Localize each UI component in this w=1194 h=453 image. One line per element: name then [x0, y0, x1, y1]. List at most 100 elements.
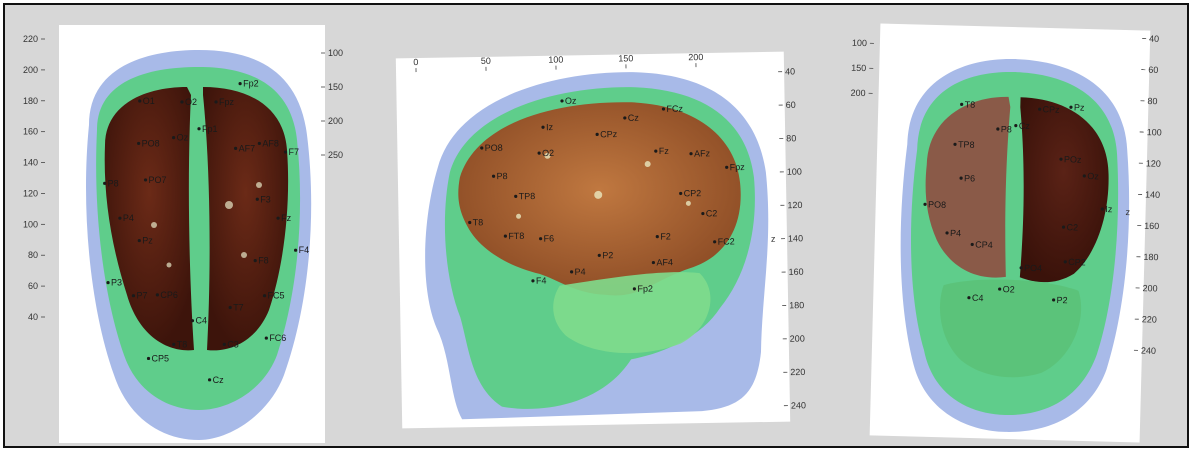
electrode-marker: [713, 240, 717, 244]
electrode-label: Fpz: [219, 97, 235, 107]
electrode-marker: [1063, 260, 1067, 264]
electrode-label: PO7: [149, 175, 167, 185]
electrode-labels: Fp1 Fpz Fp2 AF7 AF8 F7 F3 Fz F4 F8 FC5 FC6 T7 C3 Cz C4 T…: [103, 79, 309, 385]
electrode-marker: [541, 125, 545, 129]
electrode-marker: [1014, 124, 1018, 128]
electrode-marker: [1100, 207, 1104, 211]
tick-label: 120: [787, 200, 802, 210]
tick-label: 220: [790, 367, 805, 377]
electrode-label: T8: [965, 99, 976, 109]
electrode-marker: [595, 132, 599, 137]
electrode-labels: Cz CPz Pz POz Oz Iz C2 CP2 P2 PO4 O2 C4 CP4 P4 PO8 P6 TP…: [923, 99, 1113, 305]
electrode-marker: [468, 220, 472, 225]
electrode-label: F4: [536, 276, 547, 286]
head-side-view-panel: 0 50 100 150 200 40 60 80 100 120 140 160 180 200 220…: [395, 51, 806, 429]
tick-label: 180: [1143, 252, 1158, 262]
electrode-label: FT8: [508, 231, 524, 241]
electrode-marker: [632, 287, 637, 291]
electrode-marker: [996, 127, 1000, 131]
tick-label: 100: [548, 54, 563, 64]
electrode-label: P4: [575, 267, 586, 277]
electrode-label: F4: [299, 245, 310, 255]
electrode-label: P4: [123, 213, 134, 223]
head-back-view-panel: 100 150 200 40 60 80 100 120 140 160 180 200 220 240…: [850, 23, 1162, 443]
tick-label: 100: [328, 48, 343, 58]
electrode-label: CP2: [684, 188, 702, 198]
axis-label-z: z: [771, 234, 776, 244]
electrode-label: Fp2: [243, 79, 259, 89]
electrode-marker: [137, 141, 141, 146]
electrode-label: T8: [473, 217, 484, 227]
electrode-label: Iz: [546, 122, 554, 132]
tick-label: 150: [851, 63, 866, 73]
electrode-label: CPz: [1042, 104, 1060, 114]
left-axis: 100 150 200: [850, 38, 874, 98]
tick-label: 240: [791, 400, 806, 410]
electrode-label: PO4: [1024, 263, 1042, 273]
electrode-label: T8: [177, 339, 188, 349]
tick-label: 120: [1146, 158, 1161, 168]
tick-label: 140: [1145, 190, 1160, 200]
right-axis: 40 60 80 100 120 140 160 180 200 220 240: [778, 66, 806, 411]
electrode-marker: [923, 202, 927, 206]
electrode-label: C4: [972, 293, 984, 303]
electrode-label: F6: [544, 233, 555, 243]
electrode-label: O2: [185, 97, 197, 107]
tick-label: 60: [786, 100, 796, 110]
electrode-label: Fz: [281, 213, 291, 223]
tick-label: 80: [786, 133, 796, 143]
tick-label: 200: [790, 334, 805, 344]
electrode-marker: [238, 82, 242, 86]
electrode-label: O2: [1003, 284, 1015, 294]
electrode-marker: [725, 165, 729, 169]
electrode-label: FC2: [718, 236, 735, 246]
electrode-marker: [514, 194, 518, 198]
electrode-marker: [180, 100, 184, 104]
top-axis: 0 50 100 150 200: [413, 52, 703, 73]
tick-label: 160: [1144, 221, 1159, 231]
electrode-label: PO8: [928, 199, 946, 209]
electrode-marker: [654, 149, 658, 153]
electrode-label: FCz: [666, 104, 683, 114]
tick-label: 200: [688, 52, 703, 62]
electrode-label: P6: [964, 173, 975, 183]
electrode-label: Fp2: [637, 284, 653, 294]
electrode-marker: [146, 356, 151, 361]
electrode-label: P8: [1001, 124, 1012, 134]
tick-label: 80: [1147, 96, 1157, 106]
electrode-marker: [137, 238, 141, 243]
electrode-marker: [118, 216, 122, 220]
tick-label: 240: [1141, 345, 1156, 355]
tick-label: 80: [28, 250, 38, 260]
electrode-label: FC6: [269, 333, 286, 343]
brain-right-hemisphere: [203, 87, 289, 351]
tick-label: 40: [785, 66, 795, 76]
brain-right-hemisphere: [1019, 97, 1109, 283]
right-axis: 40 60 80 100 120 140 160 180 200 220 240: [1133, 34, 1162, 356]
electrode-marker: [228, 305, 232, 310]
electrode-marker: [503, 234, 507, 238]
electrode-marker: [998, 287, 1002, 291]
electrode-label: C2: [706, 208, 718, 218]
electrode-label: C3: [227, 339, 239, 349]
tick-label: 200: [1142, 283, 1157, 293]
electrode-marker: [945, 231, 949, 235]
electrode-label: PO8: [485, 143, 503, 153]
tick-label: 220: [23, 34, 38, 44]
electrode-marker: [222, 342, 226, 347]
tick-label: 160: [23, 127, 38, 137]
electrode-marker: [1069, 105, 1073, 109]
right-axis: 100 150 200 250: [321, 48, 343, 160]
electrode-label: Fp1: [202, 124, 218, 134]
electrode-label: O2: [542, 148, 554, 158]
electrode-label: CP6: [160, 290, 178, 300]
electrode-label: F8: [258, 256, 269, 266]
electrode-label: T7: [233, 302, 244, 312]
tick-label: 150: [328, 82, 343, 92]
electrode-marker: [106, 281, 110, 285]
electrode-marker: [171, 136, 176, 140]
tick-label: 60: [1148, 65, 1158, 75]
tick-label: 250: [328, 150, 343, 160]
electrode-marker: [1038, 107, 1042, 111]
electrode-marker: [1019, 266, 1023, 270]
